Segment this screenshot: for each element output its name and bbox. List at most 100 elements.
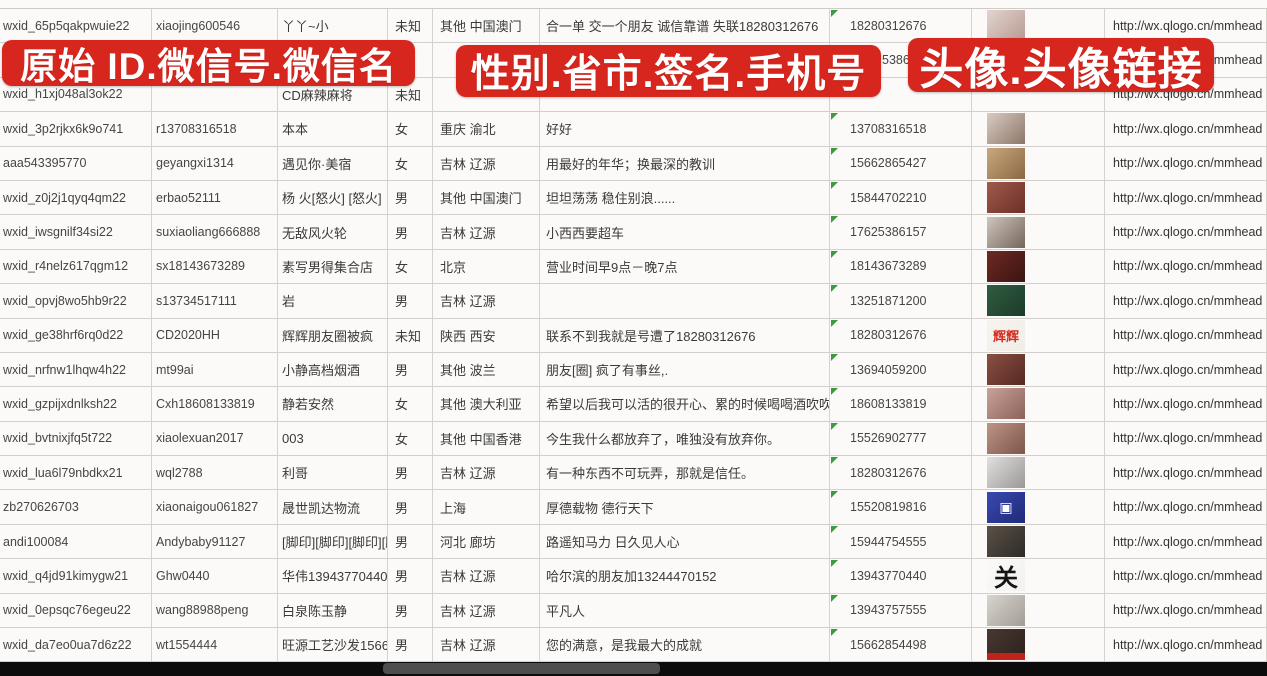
cell-wechat-id[interactable]: sx18143673289 — [152, 249, 278, 284]
cell-avatar[interactable] — [972, 628, 1105, 662]
cell-gender[interactable] — [388, 43, 433, 77]
cell-wechat-name[interactable]: 无敌风火轮 — [278, 215, 388, 249]
cell-avatar[interactable]: 关 — [972, 559, 1105, 593]
cell-avatar-link[interactable]: http://wx.qlogo.cn/mmhead — [1105, 387, 1267, 421]
cell-wechat-name[interactable]: 本本 — [278, 112, 388, 146]
cell-signature[interactable]: 您的满意，是我最大的成就 — [540, 628, 830, 662]
cell-avatar[interactable] — [972, 456, 1105, 490]
cell-region[interactable]: 吉林 辽源 — [433, 146, 540, 180]
cell-phone[interactable] — [830, 77, 972, 112]
cell-wechat-name[interactable]: 杨 火[怒火] [怒火] — [278, 180, 388, 215]
cell-wechat-id[interactable]: xiaojing600546 — [152, 9, 278, 43]
cell-gender[interactable]: 男 — [388, 352, 433, 387]
cell-gender[interactable]: 女 — [388, 146, 433, 180]
cell-gender[interactable]: 男 — [388, 284, 433, 318]
cell-phone[interactable]: 18608133819 — [830, 387, 972, 421]
cell-gender[interactable]: 女 — [388, 387, 433, 421]
cell-avatar-link[interactable]: http://wx.qlogo.cn/mmhead — [1105, 112, 1267, 146]
cell-gender[interactable]: 男 — [388, 215, 433, 249]
cell-wechat-name[interactable]: 华伟13943770440 — [278, 559, 388, 593]
cell-region[interactable]: 吉林 辽源 — [433, 559, 540, 593]
cell-wechat-name[interactable]: [脚印][脚印][脚印][脚印] — [278, 524, 388, 559]
cell-region[interactable]: 吉林 辽源 — [433, 456, 540, 490]
cell-gender[interactable]: 男 — [388, 524, 433, 559]
cell-phone[interactable]: 15944754555 — [830, 524, 972, 559]
cell-original-id[interactable]: wxid_gzpijxdnlksh22 — [0, 387, 152, 421]
cell-wechat-name[interactable]: 岩 — [278, 284, 388, 318]
cell-avatar-link[interactable]: http://wx.qlogo.cn/mmhead — [1105, 318, 1267, 352]
cell-avatar[interactable]: ▣ — [972, 490, 1105, 524]
cell-region[interactable]: 北京 — [433, 249, 540, 284]
cell-original-id[interactable]: wxid_iwsgnilf34si22 — [0, 215, 152, 249]
cell-original-id[interactable]: wxid_q4jd91kimygw21 — [0, 559, 152, 593]
cell-avatar-link[interactable]: http://wx.qlogo.cn/mmhead — [1105, 249, 1267, 284]
cell-wechat-name[interactable]: 旺源工艺沙发15662854 — [278, 628, 388, 662]
cell-phone[interactable]: 13694059200 — [830, 352, 972, 387]
cell-avatar-link[interactable]: http://wx.qlogo.cn/mmhead — [1105, 456, 1267, 490]
cell-region[interactable]: 其他 澳大利亚 — [433, 387, 540, 421]
cell-region[interactable]: 吉林 辽源 — [433, 593, 540, 628]
cell-original-id[interactable]: wxid_nrfnw1lhqw4h22 — [0, 352, 152, 387]
cell-phone[interactable]: 13251871200 — [830, 284, 972, 318]
cell-original-id[interactable]: wxid_h1xj048al3ok22 — [0, 77, 152, 112]
cell-avatar[interactable] — [972, 352, 1105, 387]
cell-gender[interactable]: 女 — [388, 112, 433, 146]
cell-wechat-name[interactable]: 小静高档烟酒 — [278, 352, 388, 387]
cell-original-id[interactable]: wxid_opvj8wo5hb9r22 — [0, 284, 152, 318]
cell-avatar-link[interactable]: http://wx.qlogo.cn/mmhead — [1105, 146, 1267, 180]
cell-phone[interactable]: 15520819816 — [830, 490, 972, 524]
cell-wechat-id[interactable]: mt99ai — [152, 352, 278, 387]
cell-signature[interactable]: 用最好的年华；换最深的教训 — [540, 146, 830, 180]
cell-wechat-name[interactable]: CD麻辣麻将 — [278, 77, 388, 112]
cell-avatar-link[interactable]: http://wx.qlogo.cn/mmhead — [1105, 559, 1267, 593]
cell-region[interactable]: 其他 中国澳门 — [433, 180, 540, 215]
cell-signature[interactable]: 朋友[圈] 疯了有事丝,. — [540, 352, 830, 387]
cell-gender[interactable]: 女 — [388, 249, 433, 284]
cell-wechat-id[interactable]: r13708316518 — [152, 112, 278, 146]
cell-wechat-id[interactable]: CD2020HH — [152, 318, 278, 352]
cell-avatar[interactable] — [972, 593, 1105, 628]
cell-wechat-id[interactable]: xiaolexuan2017 — [152, 421, 278, 456]
cell-avatar-link[interactable]: http://wx.qlogo.cn/mmhead — [1105, 490, 1267, 524]
cell-phone[interactable]: 13708316518 — [830, 112, 972, 146]
cell-wechat-name[interactable]: 晟世凯达物流 — [278, 490, 388, 524]
cell-avatar-link[interactable]: http://wx.qlogo.cn/mmhead — [1105, 215, 1267, 249]
cell-wechat-id[interactable]: wt1554444 — [152, 628, 278, 662]
cell-phone[interactable]: 13943757555 — [830, 593, 972, 628]
cell-signature[interactable]: 小西西要超车 — [540, 215, 830, 249]
cell-signature[interactable]: 平凡人 — [540, 593, 830, 628]
cell-wechat-id[interactable]: Ghw0440 — [152, 559, 278, 593]
cell-original-id[interactable]: zb270626703 — [0, 490, 152, 524]
cell-phone[interactable]: 13943770440 — [830, 559, 972, 593]
cell-phone[interactable]: 17625386157 — [830, 215, 972, 249]
cell-wechat-id[interactable]: wang88988peng — [152, 593, 278, 628]
cell-signature[interactable] — [540, 284, 830, 318]
cell-gender[interactable]: 未知 — [388, 77, 433, 112]
cell-original-id[interactable]: wxid_3p2rjkx6k9o741 — [0, 112, 152, 146]
cell-avatar[interactable] — [972, 77, 1105, 112]
cell-phone[interactable]: 15844702210 — [830, 180, 972, 215]
cell-avatar[interactable] — [972, 421, 1105, 456]
cell-region[interactable]: 其他 中国香港 — [433, 421, 540, 456]
cell-avatar[interactable] — [972, 387, 1105, 421]
cell-signature[interactable]: 哈尔滨的朋友加13244470152 — [540, 559, 830, 593]
cell-phone[interactable]: 18280312676 — [830, 9, 972, 43]
cell-original-id[interactable]: wxid_65p5qakpwuie22 — [0, 9, 152, 43]
cell-region[interactable]: 河北 廊坊 — [433, 524, 540, 559]
cell-avatar-link[interactable]: http://wx.qlogo.cn/mmhead — [1105, 284, 1267, 318]
cell-gender[interactable]: 男 — [388, 559, 433, 593]
cell-phone[interactable]: 18280312676 — [830, 318, 972, 352]
cell-region[interactable]: 吉林 辽源 — [433, 215, 540, 249]
cell-wechat-name[interactable]: 白泉陈玉静 — [278, 593, 388, 628]
cell-signature[interactable]: 厚德载物 德行天下 — [540, 490, 830, 524]
cell-signature[interactable]: 联系不到我就是号遭了18280312676 — [540, 318, 830, 352]
cell-signature[interactable]: 合一单 交一个朋友 诚信靠谱 失联18280312676 — [540, 9, 830, 43]
cell-avatar[interactable] — [972, 180, 1105, 215]
cell-wechat-name[interactable]: 丫丫~小 — [278, 9, 388, 43]
cell-avatar[interactable] — [972, 284, 1105, 318]
cell-original-id[interactable]: wxid_ge38hrf6rq0d22 — [0, 318, 152, 352]
cell-signature[interactable]: 今生我什么都放弃了，唯独没有放弃你。 — [540, 421, 830, 456]
cell-avatar[interactable] — [972, 215, 1105, 249]
cell-phone[interactable]: 15662854498 — [830, 628, 972, 662]
cell-wechat-id[interactable]: Cxh18608133819 — [152, 387, 278, 421]
